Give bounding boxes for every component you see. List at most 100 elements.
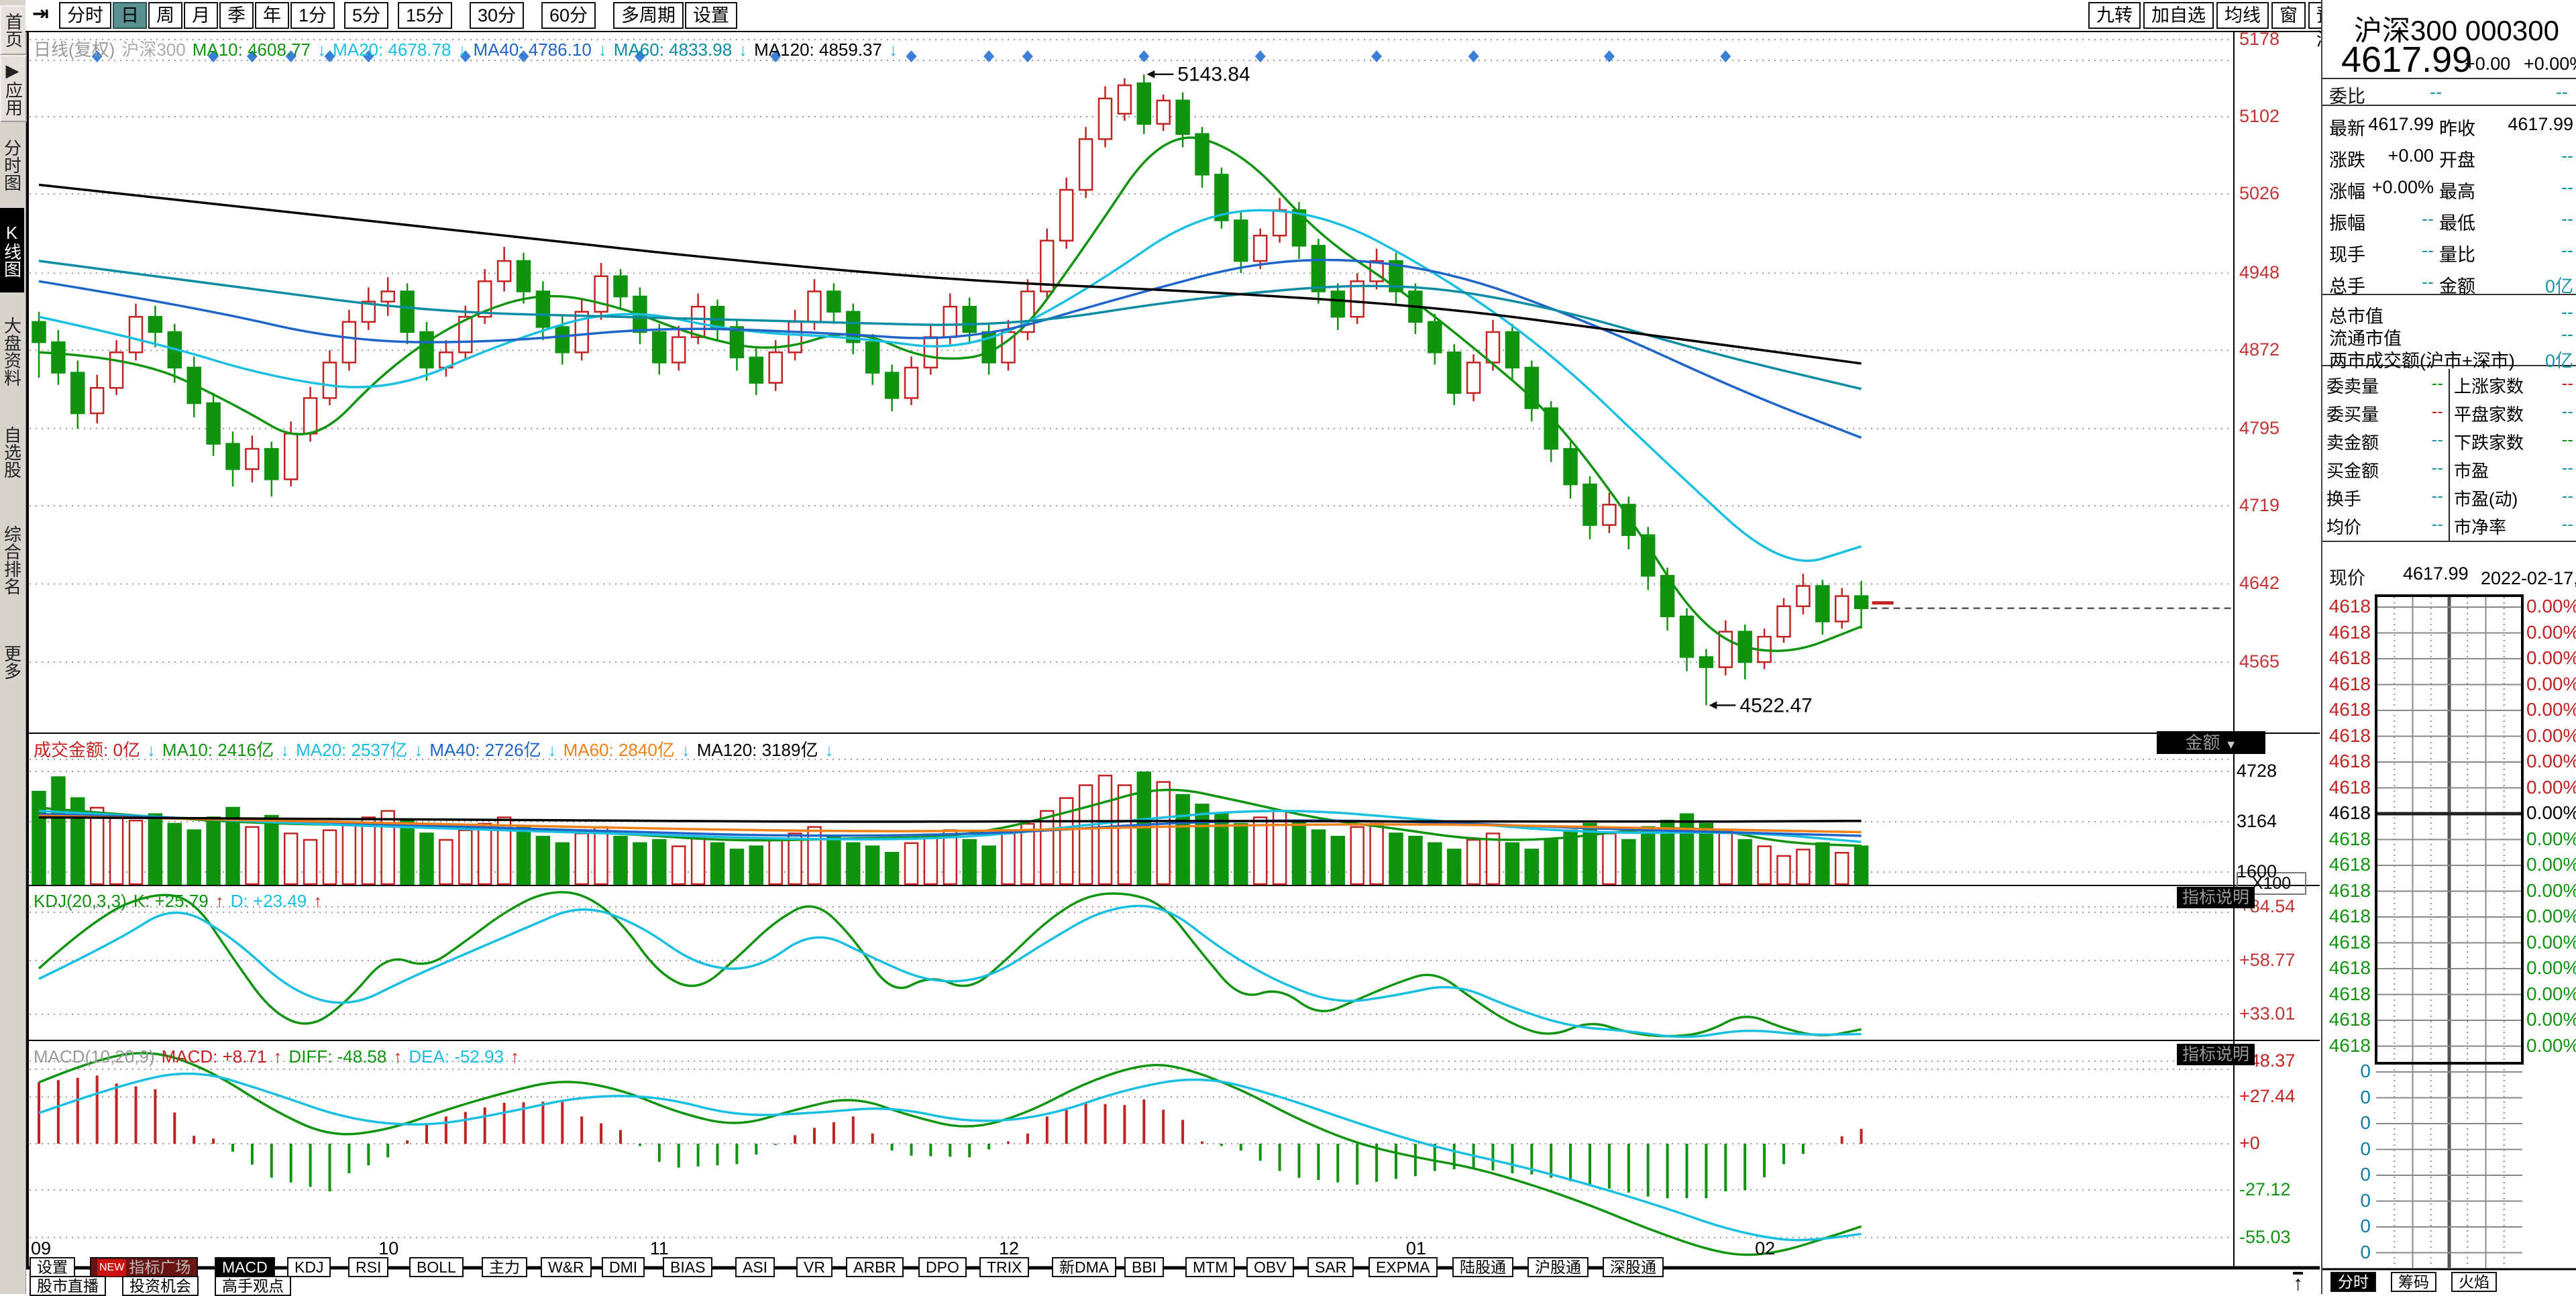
candle-body[interactable] bbox=[361, 301, 376, 323]
candle-body[interactable] bbox=[671, 336, 686, 364]
sidebar-item-3[interactable]: 分时图 bbox=[1, 139, 22, 191]
candle-body[interactable] bbox=[710, 305, 725, 328]
period-button-日[interactable]: 日 bbox=[113, 2, 147, 29]
event-diamond-icon[interactable] bbox=[1603, 50, 1615, 62]
candle-body[interactable] bbox=[826, 290, 841, 313]
candle-body[interactable] bbox=[904, 366, 919, 399]
tab-DMI[interactable]: DMI bbox=[602, 1257, 645, 1277]
candle-body[interactable] bbox=[1776, 605, 1791, 638]
tab-投资机会[interactable]: 投资机会 bbox=[122, 1276, 199, 1296]
period-button-年[interactable]: 年 bbox=[255, 2, 289, 29]
tab-深股通[interactable]: 深股通 bbox=[1603, 1257, 1664, 1277]
tab-陆股通[interactable]: 陆股通 bbox=[1452, 1257, 1513, 1277]
candle-body[interactable] bbox=[322, 362, 337, 399]
candle-body[interactable] bbox=[1699, 656, 1714, 668]
candle-body[interactable] bbox=[768, 352, 783, 384]
tab-TRIX[interactable]: TRIX bbox=[979, 1257, 1030, 1277]
candle-body[interactable] bbox=[109, 352, 124, 389]
candle-body[interactable] bbox=[380, 290, 395, 303]
candle-body[interactable] bbox=[1602, 504, 1617, 526]
period-button-1分[interactable]: 1分 bbox=[290, 2, 335, 29]
period-button-15分[interactable]: 15分 bbox=[398, 2, 453, 29]
candle-body[interactable] bbox=[89, 387, 105, 415]
candle-body[interactable] bbox=[962, 305, 977, 333]
candle-body[interactable] bbox=[652, 331, 667, 364]
candle-body[interactable] bbox=[1796, 585, 1811, 608]
tab-SAR[interactable]: SAR bbox=[1307, 1257, 1354, 1277]
tab-RSI[interactable]: RSI bbox=[348, 1257, 389, 1277]
candle-body[interactable] bbox=[1389, 260, 1403, 292]
candle-body[interactable] bbox=[1059, 188, 1074, 242]
candle-body[interactable] bbox=[1679, 615, 1695, 658]
sidebar-item-4[interactable]: K线图 bbox=[0, 208, 24, 292]
candle-body[interactable] bbox=[749, 356, 764, 384]
event-diamond-icon[interactable] bbox=[91, 50, 103, 62]
candle-body[interactable] bbox=[1350, 280, 1364, 318]
tab-DPO[interactable]: DPO bbox=[918, 1257, 967, 1277]
candle-body[interactable] bbox=[1505, 331, 1520, 369]
candle-body[interactable] bbox=[32, 321, 46, 343]
sidebar-item-6[interactable]: 自选股 bbox=[1, 426, 22, 478]
tab-ARBR[interactable]: ARBR bbox=[846, 1257, 904, 1277]
candle-body[interactable] bbox=[341, 321, 357, 364]
candle-body[interactable] bbox=[1544, 407, 1558, 450]
right-tab-火焰[interactable]: 火焰 bbox=[2451, 1272, 2497, 1292]
candle-body[interactable] bbox=[51, 341, 66, 374]
toolbar-button-均线[interactable]: 均线 bbox=[2216, 2, 2269, 29]
toolbar-button-九转[interactable]: 九转 bbox=[2088, 2, 2141, 29]
event-diamond-icon[interactable] bbox=[1022, 50, 1033, 62]
tab-主力[interactable]: 主力 bbox=[482, 1257, 527, 1277]
candle-body[interactable] bbox=[1156, 99, 1171, 125]
event-diamond-icon[interactable] bbox=[1254, 50, 1266, 62]
tab-BIAS[interactable]: BIAS bbox=[663, 1257, 713, 1277]
period-button-60分[interactable]: 60分 bbox=[541, 2, 596, 29]
tab-W&R[interactable]: W&R bbox=[541, 1257, 592, 1277]
candle-body[interactable] bbox=[555, 326, 570, 354]
event-diamond-icon[interactable] bbox=[208, 50, 219, 62]
tab-OBV[interactable]: OBV bbox=[1246, 1257, 1294, 1277]
period-button-5分[interactable]: 5分 bbox=[344, 2, 389, 29]
event-diamond-icon[interactable] bbox=[285, 50, 297, 62]
event-diamond-icon[interactable] bbox=[770, 50, 782, 62]
candle-body[interactable] bbox=[1097, 97, 1113, 140]
tab-indicator-plaza[interactable]: NEW 指标广场 bbox=[90, 1257, 199, 1277]
candle-body[interactable] bbox=[1311, 245, 1326, 292]
period-button-30分[interactable]: 30分 bbox=[470, 2, 525, 29]
candle-body[interactable] bbox=[1446, 352, 1462, 394]
candle-body[interactable] bbox=[128, 316, 144, 354]
event-diamond-icon[interactable] bbox=[983, 50, 995, 62]
stock-title[interactable]: 沪深300 000300 bbox=[2354, 15, 2559, 46]
event-diamond-icon[interactable] bbox=[460, 50, 471, 62]
candle-body[interactable] bbox=[303, 397, 318, 435]
candle-body[interactable] bbox=[1040, 239, 1055, 292]
candle-body[interactable] bbox=[1214, 174, 1229, 221]
candle-body[interactable] bbox=[1252, 234, 1268, 262]
tab-新DMA[interactable]: 新DMA bbox=[1052, 1257, 1117, 1277]
toolbar-button-窗[interactable]: 窗 bbox=[2271, 2, 2306, 29]
event-diamond-icon[interactable] bbox=[634, 50, 645, 62]
tab-沪股通[interactable]: 沪股通 bbox=[1527, 1257, 1589, 1277]
tab-BBI[interactable]: BBI bbox=[1124, 1257, 1165, 1277]
tab-高手观点[interactable]: 高手观点 bbox=[215, 1276, 291, 1296]
event-diamond-icon[interactable] bbox=[906, 50, 917, 62]
candle-body[interactable] bbox=[729, 326, 745, 359]
candle-body[interactable] bbox=[1136, 82, 1152, 125]
candle-body[interactable] bbox=[1234, 219, 1248, 262]
candle-body[interactable] bbox=[148, 316, 163, 333]
sidebar-item-5[interactable]: 大盘资料 bbox=[1, 317, 22, 386]
candle-body[interactable] bbox=[1330, 290, 1346, 318]
candle-body[interactable] bbox=[1466, 362, 1481, 394]
tab-ASI[interactable]: ASI bbox=[735, 1257, 775, 1277]
candle-body[interactable] bbox=[613, 275, 628, 298]
candle-body[interactable] bbox=[1195, 133, 1210, 176]
candle-body[interactable] bbox=[884, 372, 900, 399]
candle-body[interactable] bbox=[245, 447, 260, 470]
event-diamond-icon[interactable] bbox=[1371, 50, 1383, 62]
skip-forward-icon[interactable]: ⇥ bbox=[30, 2, 52, 26]
tab-MTM[interactable]: MTM bbox=[1185, 1257, 1236, 1277]
period-button-设置[interactable]: 设置 bbox=[685, 2, 737, 29]
event-diamond-icon[interactable] bbox=[324, 50, 335, 62]
scroll-top-icon[interactable]: ↑ bbox=[2293, 1272, 2303, 1295]
tab-KDJ[interactable]: KDJ bbox=[287, 1257, 331, 1277]
candle-body[interactable] bbox=[943, 305, 958, 338]
